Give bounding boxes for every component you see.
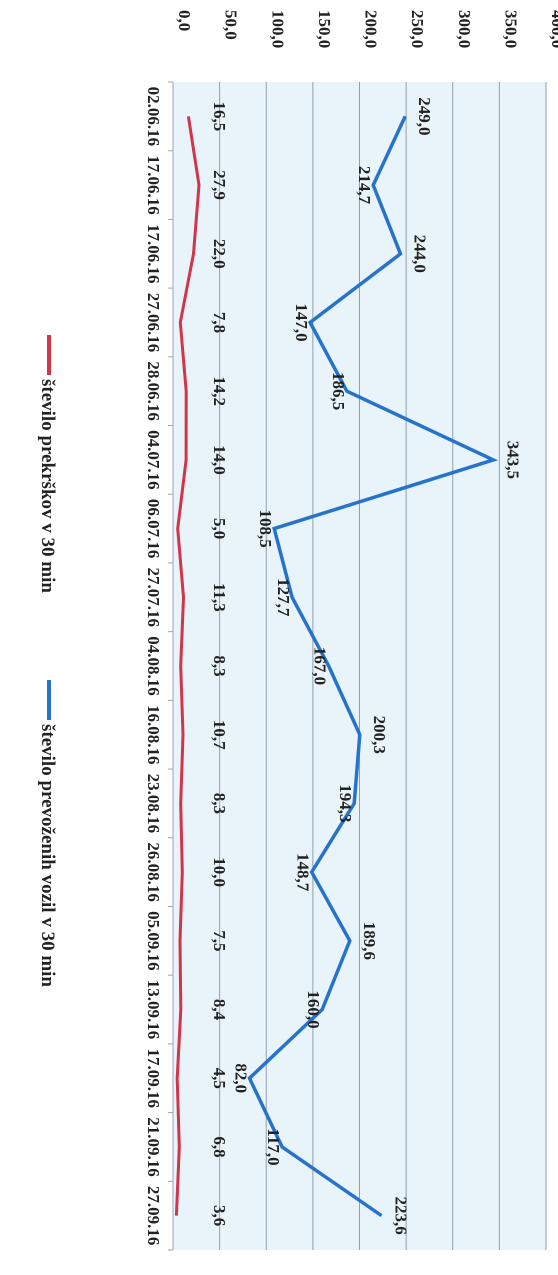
data-label-vozila: 160,0 bbox=[304, 990, 323, 1028]
value-tick-label: 250,0 bbox=[408, 10, 427, 48]
category-tick-label: 06.07.16 bbox=[144, 499, 163, 559]
category-tick-label: 17.09.16 bbox=[144, 1048, 163, 1108]
data-label-prekrski: 3,6 bbox=[210, 1205, 229, 1226]
data-label-prekrski: 4,5 bbox=[210, 1068, 229, 1089]
data-label-vozila: 117,0 bbox=[264, 1128, 283, 1165]
data-label-vozila: 108,5 bbox=[256, 509, 275, 547]
data-label-prekrski: 22,0 bbox=[210, 239, 229, 269]
category-tick-label: 16.08.16 bbox=[144, 705, 163, 765]
data-label-vozila: 147,0 bbox=[292, 303, 311, 341]
category-tick-label: 23.08.16 bbox=[144, 774, 163, 834]
value-tick-label: 100,0 bbox=[268, 10, 287, 48]
data-label-vozila: 189,6 bbox=[360, 922, 379, 960]
category-tick-label: 17.06.16 bbox=[144, 224, 163, 284]
category-tick-label: 27.09.16 bbox=[144, 1186, 163, 1246]
category-tick-labels: 02.06.16 17.06.16 17.06.16 27.06.16 28.06.16… bbox=[144, 87, 163, 1246]
data-label-vozila: 148,7 bbox=[294, 853, 313, 892]
value-tick-label: 150,0 bbox=[315, 10, 334, 48]
category-ticks bbox=[168, 82, 173, 1250]
legend: število prekrškov v 30 min število prevož… bbox=[37, 335, 58, 987]
data-label-prekrski: 8,4 bbox=[210, 999, 229, 1021]
category-tick-label: 05.09.16 bbox=[144, 911, 163, 971]
value-tick-label: 200,0 bbox=[362, 10, 381, 48]
category-tick-label: 27.06.16 bbox=[144, 293, 163, 353]
data-label-vozila: 127,7 bbox=[274, 578, 293, 617]
value-tick-label: 350,0 bbox=[501, 10, 520, 48]
data-label-vozila: 167,0 bbox=[311, 647, 330, 685]
data-label-vozila: 82,0 bbox=[231, 1063, 250, 1093]
data-label-prekrski: 7,8 bbox=[210, 312, 229, 333]
category-tick-label: 04.07.16 bbox=[144, 430, 163, 490]
data-label-prekrski: 5,0 bbox=[210, 518, 229, 539]
data-label-vozila: 186,5 bbox=[329, 372, 348, 410]
category-tick-label: 27.07.16 bbox=[144, 568, 163, 628]
data-label-vozila: 223,6 bbox=[392, 1197, 411, 1235]
data-label-prekrski: 16,5 bbox=[210, 101, 229, 131]
data-label-prekrski: 14,0 bbox=[210, 445, 229, 475]
data-label-prekrski: 6,8 bbox=[210, 1136, 229, 1157]
data-label-prekrski: 7,5 bbox=[210, 930, 229, 951]
value-tick-label: 400,0 bbox=[548, 10, 558, 48]
legend-label-prekrski: število prekrškov v 30 min bbox=[37, 379, 58, 593]
value-tick-label: 300,0 bbox=[455, 10, 474, 48]
data-label-prekrski: 27,9 bbox=[210, 170, 229, 200]
category-tick-label: 13.09.16 bbox=[144, 980, 163, 1040]
category-tick-label: 26.08.16 bbox=[144, 842, 163, 902]
data-label-vozila: 343,5 bbox=[503, 441, 522, 479]
data-label-prekrski: 8,3 bbox=[210, 793, 229, 814]
data-label-vozila: 244,0 bbox=[411, 235, 430, 273]
category-tick-label: 02.06.16 bbox=[144, 87, 163, 146]
data-label-prekrski: 11,3 bbox=[210, 583, 229, 612]
category-tick-label: 21.09.16 bbox=[144, 1117, 163, 1177]
category-tick-label: 28.06.16 bbox=[144, 361, 163, 421]
data-label-prekrski: 10,0 bbox=[210, 857, 229, 887]
legend-label-vozila: število prevoženih vozil v 30 min bbox=[37, 724, 58, 987]
data-label-vozila: 200,3 bbox=[370, 716, 389, 754]
data-label-vozila: 194,3 bbox=[336, 784, 355, 822]
data-label-vozila: 214,7 bbox=[355, 166, 374, 205]
data-label-prekrski: 10,7 bbox=[210, 720, 229, 750]
data-label-prekrski: 8,3 bbox=[210, 655, 229, 676]
category-tick-label: 04.08.16 bbox=[144, 636, 163, 696]
value-tick-label: 0,0 bbox=[175, 10, 194, 31]
value-tick-label: 50,0 bbox=[222, 10, 241, 40]
data-label-prekrski: 14,2 bbox=[210, 376, 229, 406]
value-tick-labels: 0,0 50,0 100,0 150,0 200,0 250,0 300,0 350,0 400… bbox=[175, 10, 558, 48]
data-label-vozila: 249,0 bbox=[415, 97, 434, 135]
category-tick-label: 17.06.16 bbox=[144, 155, 163, 215]
